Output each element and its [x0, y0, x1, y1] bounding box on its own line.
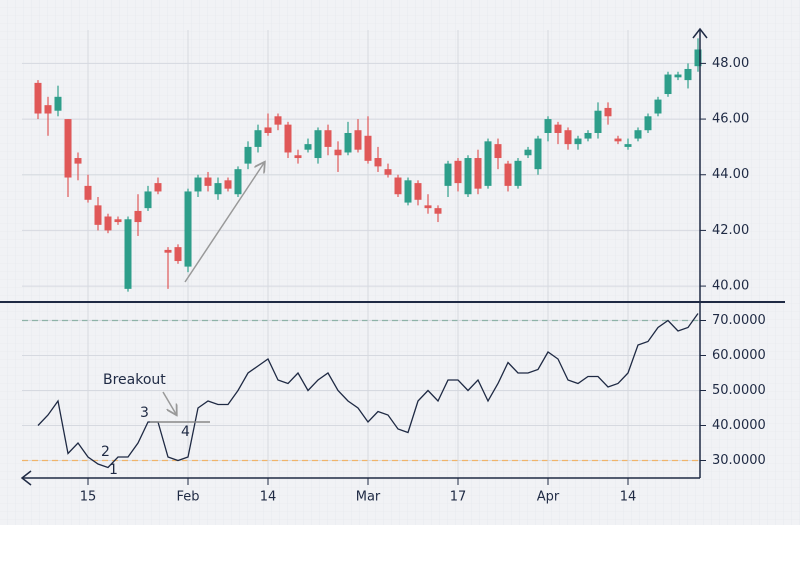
- grid: [22, 30, 700, 478]
- y-tick-label: 30.0000: [712, 453, 766, 468]
- candle-body: [234, 169, 242, 195]
- candle-body: [544, 119, 552, 133]
- x-tick-label: 14: [260, 490, 277, 505]
- annotation: Breakout: [103, 372, 166, 388]
- candle-body: [414, 183, 422, 200]
- candle-body: [294, 155, 302, 159]
- candle-body: [84, 185, 92, 200]
- y-tick-label: 40.00: [712, 279, 749, 294]
- annotation: 4: [181, 424, 190, 440]
- candle-body: [534, 138, 542, 170]
- candle-body: [464, 158, 472, 195]
- candle-body: [584, 132, 592, 139]
- candle-body: [114, 219, 122, 223]
- rsi-line: [37, 313, 699, 469]
- marks: [34, 38, 702, 469]
- candle-body: [124, 219, 132, 289]
- x-tick-label: 15: [80, 490, 97, 505]
- axis-arrow: [692, 27, 708, 39]
- y-tick-label: 40.0000: [712, 418, 766, 433]
- candle-body: [694, 49, 702, 67]
- x-tick-label: Apr: [537, 490, 560, 505]
- candle-body: [34, 82, 42, 114]
- candle-body: [184, 191, 192, 267]
- x-tick-label: 17: [450, 490, 467, 505]
- x-tick-label: Feb: [176, 490, 199, 505]
- candle-body: [94, 205, 102, 225]
- candle-body: [214, 183, 222, 195]
- candle-body: [494, 144, 502, 159]
- candle-body: [54, 96, 62, 111]
- candle-body: [404, 180, 412, 203]
- candle-body: [154, 183, 162, 192]
- y-tick-label: 46.00: [712, 112, 749, 127]
- y-tick-label: 60.0000: [712, 348, 766, 363]
- candle-body: [374, 158, 382, 167]
- candle-body: [674, 74, 682, 78]
- candle-body: [574, 138, 582, 145]
- trend-arrow: [184, 163, 264, 283]
- candle-body: [604, 107, 612, 117]
- annotation: 2: [101, 444, 110, 460]
- candle-body: [474, 158, 482, 189]
- candle-body: [614, 138, 622, 142]
- candle-body: [74, 158, 82, 164]
- y-tick-label: 42.00: [712, 223, 749, 238]
- candle-body: [484, 141, 492, 186]
- candle-body: [394, 177, 402, 195]
- candle-body: [144, 191, 152, 209]
- candle-body: [344, 132, 352, 153]
- breakout-arrow: [162, 391, 176, 414]
- candle-body: [104, 216, 112, 231]
- candle-body: [634, 130, 642, 139]
- candle-body: [244, 146, 252, 164]
- candle-body: [174, 247, 182, 262]
- candle-body: [224, 180, 232, 189]
- axis-arrow: [20, 470, 32, 486]
- candle-body: [504, 163, 512, 186]
- candle-body: [594, 110, 602, 133]
- candle-body: [644, 116, 652, 131]
- candle-body: [454, 160, 462, 184]
- candle-body: [514, 160, 522, 186]
- candle-body: [64, 119, 72, 178]
- candle-body: [204, 177, 212, 186]
- candle-body: [304, 144, 312, 150]
- candle-body: [324, 130, 332, 147]
- candle-body: [134, 210, 142, 223]
- candle-body: [284, 124, 292, 153]
- candle-body: [274, 116, 282, 125]
- candle-body: [684, 68, 692, 81]
- x-tick-label: 14: [620, 490, 637, 505]
- y-tick-label: 44.00: [712, 167, 749, 182]
- candle-body: [254, 130, 262, 147]
- candle-body: [354, 130, 362, 150]
- candle-body: [384, 169, 392, 175]
- candle-body: [314, 130, 322, 159]
- candle-body: [164, 249, 172, 253]
- background-grid: [0, 0, 800, 525]
- y-tick-label: 48.00: [712, 56, 749, 71]
- annotation: 3: [140, 405, 149, 421]
- candle-body: [524, 149, 532, 156]
- candle-body: [44, 105, 52, 114]
- candle-body: [334, 149, 342, 156]
- x-tick-label: Mar: [356, 490, 381, 505]
- candle-body: [564, 130, 572, 145]
- candle-body: [664, 74, 672, 95]
- candle-body: [364, 135, 372, 161]
- candle-body: [434, 208, 442, 214]
- candle-body: [554, 124, 562, 133]
- y-tick-label: 50.0000: [712, 383, 766, 398]
- candle-body: [194, 177, 202, 192]
- candle-body: [424, 205, 432, 209]
- y-tick-label: 70.0000: [712, 313, 766, 328]
- candle-body: [444, 163, 452, 186]
- candle-body: [264, 127, 272, 133]
- candle-body: [654, 99, 662, 114]
- annotation: 1: [109, 462, 118, 478]
- candle-body: [624, 144, 632, 147]
